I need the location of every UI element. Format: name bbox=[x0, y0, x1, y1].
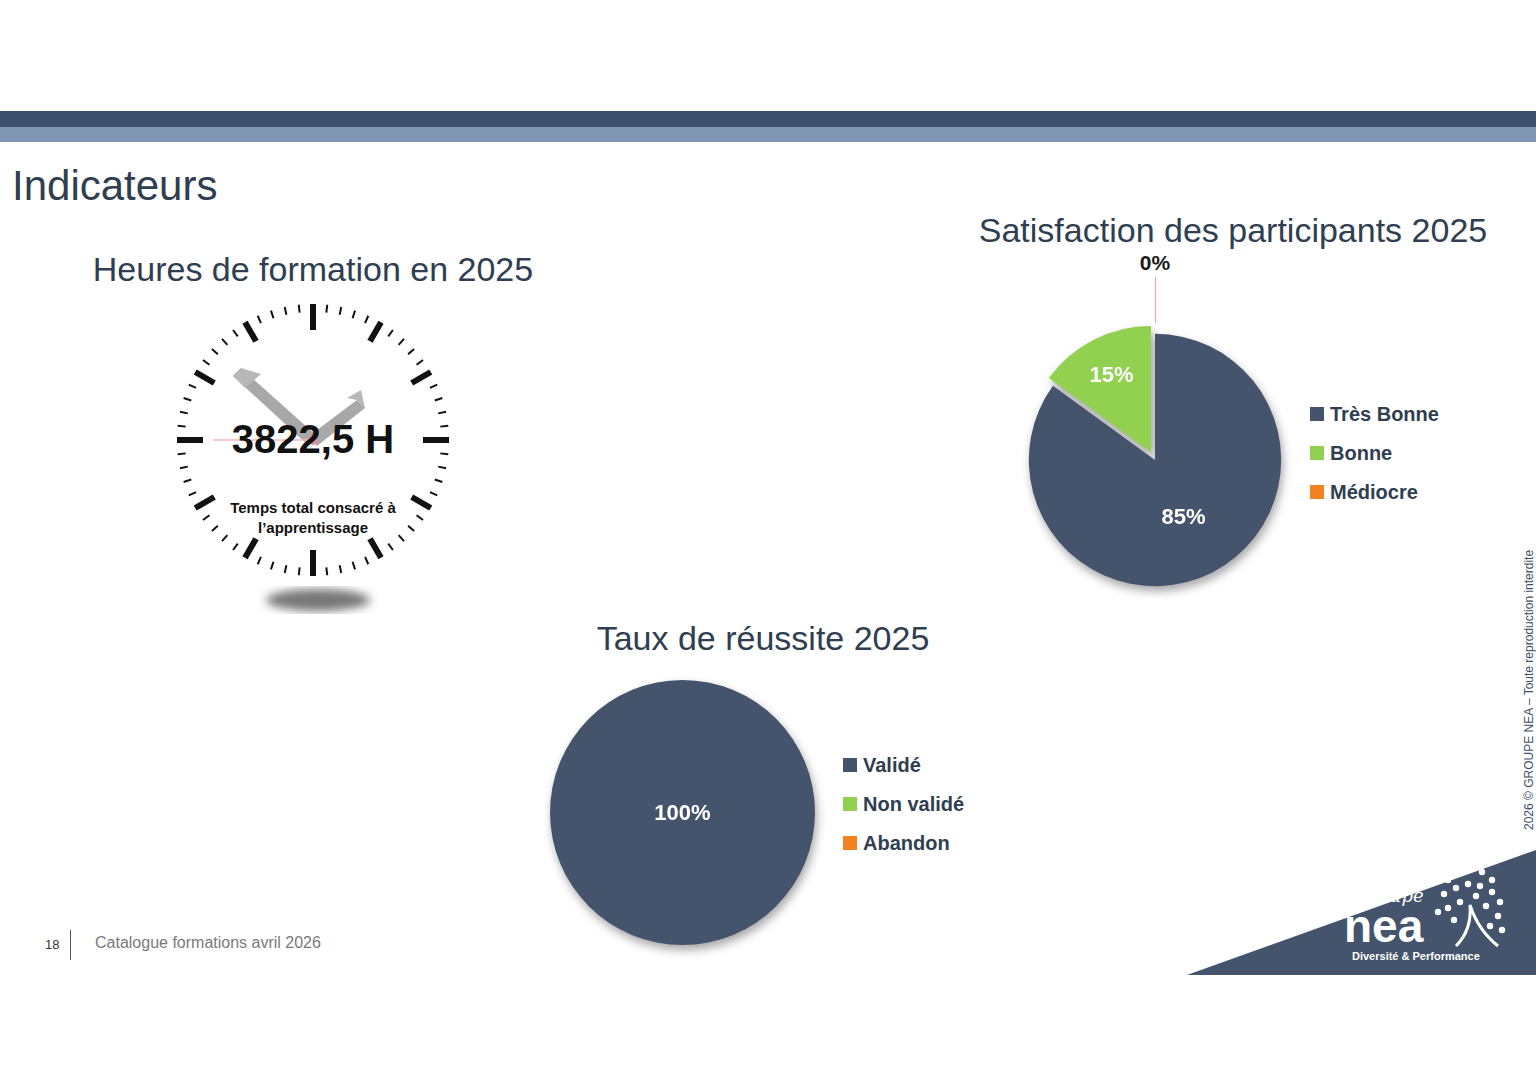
html-text:Très Bonne: Très Bonne bbox=[1330, 403, 1439, 425]
html-text:Abandon: Abandon bbox=[863, 832, 950, 854]
svg-text:85%: 85% bbox=[1162, 504, 1206, 529]
html-text:Médiocre: Médiocre bbox=[1330, 481, 1418, 503]
svg-text:l’apprentissage: l’apprentissage bbox=[258, 519, 368, 536]
svg-text:100%: 100% bbox=[654, 800, 710, 825]
svg-text:3822,5 H: 3822,5 H bbox=[232, 417, 394, 461]
html-text:Catalogue formations avril 202: Catalogue formations avril 2026 bbox=[95, 934, 321, 951]
html-text:Taux de réussite 2025: Taux de réussite 2025 bbox=[596, 619, 930, 657]
svg-text:Groupe: Groupe bbox=[1356, 885, 1424, 906]
html-text:Heures de formation en 2025: Heures de formation en 2025 bbox=[92, 250, 534, 288]
html-text:Bonne: Bonne bbox=[1330, 442, 1393, 464]
html-text:2026 © GROUPE NEA – Toute repr: 2026 © GROUPE NEA – Toute reproduction i… bbox=[1522, 549, 1536, 830]
html-text:Validé: Validé bbox=[863, 754, 921, 776]
svg-text:nea: nea bbox=[1344, 900, 1424, 952]
svg-text:Diversité & Performance: Diversité & Performance bbox=[1352, 950, 1480, 962]
html-text:18: 18 bbox=[45, 937, 60, 952]
html-text:0%: 0% bbox=[1139, 251, 1171, 274]
svg-text:Temps total consacré à: Temps total consacré à bbox=[230, 499, 396, 516]
html-text:Indicateurs: Indicateurs bbox=[12, 162, 218, 209]
html-text:Satisfaction des participants: Satisfaction des participants 2025 bbox=[978, 211, 1488, 249]
html-text:Non validé: Non validé bbox=[863, 793, 965, 815]
svg-text:15%: 15% bbox=[1090, 362, 1134, 387]
